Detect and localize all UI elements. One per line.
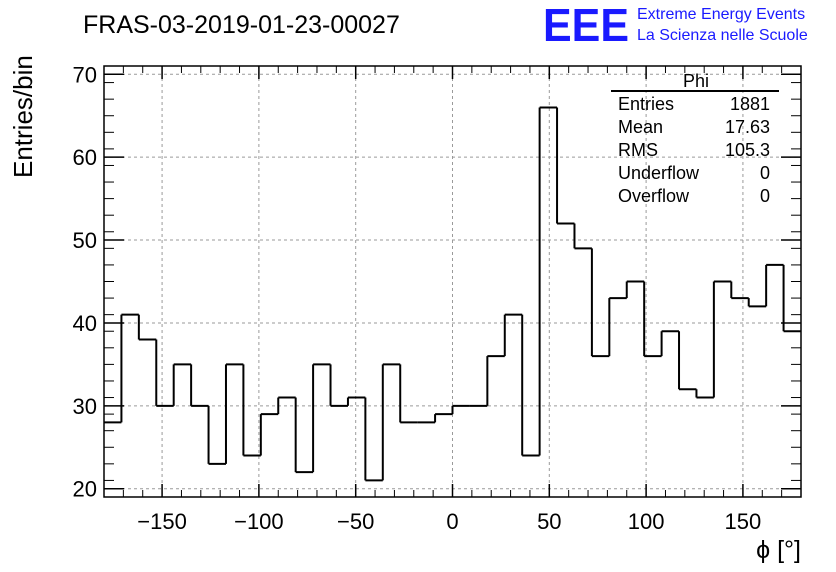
x-tick-label: 50 xyxy=(537,509,561,534)
y-tick-label: 20 xyxy=(73,477,97,502)
stats-label-rms: RMS xyxy=(618,140,658,160)
chart-title: FRAS-03-2019-01-23-00027 xyxy=(83,11,400,39)
eee-logo-mark: EEE xyxy=(543,0,629,51)
x-tick-label: −150 xyxy=(137,509,187,534)
y-axis-label: Entries/bin xyxy=(8,55,38,178)
y-tick-label: 40 xyxy=(73,311,97,336)
x-tick-label: −50 xyxy=(337,509,374,534)
eee-logo: EEE Extreme Energy Events La Scienza nel… xyxy=(543,0,808,51)
y-tick-label: 60 xyxy=(73,145,97,170)
logo-line-2: La Scienza nelle Scuole xyxy=(637,27,808,44)
x-axis-ticks: −150 −100 −50 0 50 100 150 xyxy=(122,66,783,534)
stats-title: Phi xyxy=(683,71,709,91)
x-tick-label: 150 xyxy=(725,509,762,534)
x-tick-label: 0 xyxy=(446,509,458,534)
stats-value-entries: 1881 xyxy=(730,94,770,114)
stats-label-mean: Mean xyxy=(618,117,663,137)
y-tick-label: 70 xyxy=(73,62,97,87)
stats-value-rms: 105.3 xyxy=(725,140,770,160)
x-axis-label: ϕ [°] xyxy=(756,536,801,564)
stats-label-overflow: Overflow xyxy=(618,186,690,206)
stats-value-underflow: 0 xyxy=(760,163,770,183)
histogram-series xyxy=(104,106,801,482)
stats-box: Phi Entries 1881 Mean 17.63 RMS 105.3 Un… xyxy=(611,71,779,206)
y-tick-label: 50 xyxy=(73,228,97,253)
x-tick-label: 100 xyxy=(628,509,665,534)
stats-value-overflow: 0 xyxy=(760,186,770,206)
y-axis-ticks: 20 30 40 50 60 70 xyxy=(73,62,801,502)
stats-value-mean: 17.63 xyxy=(725,117,770,137)
x-tick-label: −100 xyxy=(234,509,284,534)
logo-line-1: Extreme Energy Events xyxy=(637,6,805,23)
stats-label-entries: Entries xyxy=(618,94,674,114)
y-tick-label: 30 xyxy=(73,394,97,419)
stats-label-underflow: Underflow xyxy=(618,163,700,183)
